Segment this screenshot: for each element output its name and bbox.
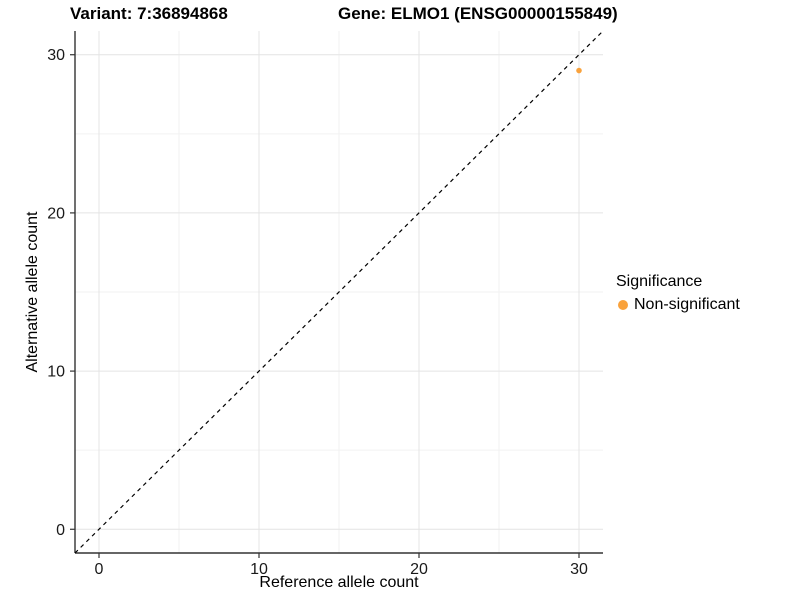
- y-tick-label: 30: [47, 47, 65, 64]
- identity-dashed-line: [74, 30, 604, 554]
- plot-title-variant: Variant: 7:36894868: [70, 4, 228, 23]
- x-tick-label: 10: [250, 561, 268, 578]
- x-tick-label: 0: [95, 561, 104, 578]
- x-tick-label: 20: [410, 561, 428, 578]
- legend: Significance Non-significant: [616, 272, 740, 314]
- legend-item-label: Non-significant: [634, 296, 740, 313]
- data-point: [576, 67, 582, 74]
- y-tick-label: 20: [47, 205, 65, 222]
- plot-title-gene: Gene: ELMO1 (ENSG00000155849): [338, 4, 618, 23]
- y-tick-label: 0: [56, 522, 65, 539]
- x-tick-label: 30: [570, 561, 588, 578]
- legend-item-non-significant: Non-significant: [616, 296, 740, 314]
- legend-point-icon: [618, 300, 628, 310]
- x-axis-title: Reference allele count: [259, 574, 419, 591]
- legend-title: Significance: [616, 273, 703, 290]
- y-tick-label: 10: [47, 364, 65, 381]
- y-axis-title: Alternative allele count: [24, 211, 41, 373]
